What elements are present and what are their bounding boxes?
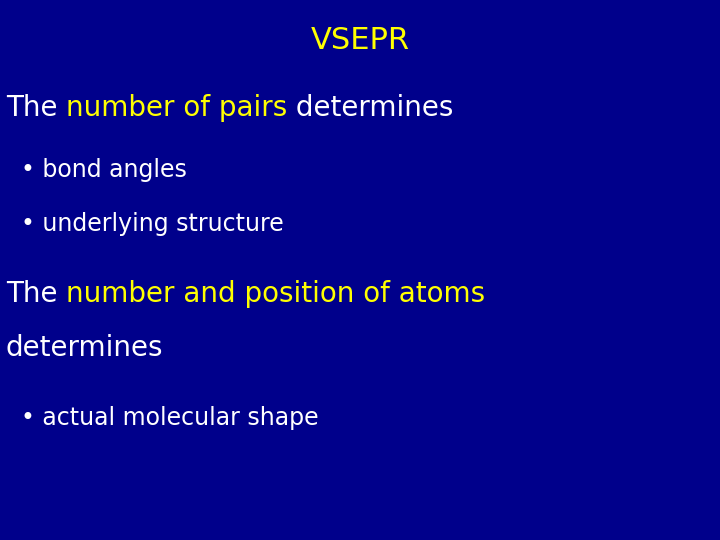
Text: determines: determines — [287, 94, 454, 122]
Text: determines: determines — [6, 334, 163, 362]
Text: The: The — [6, 280, 66, 308]
Text: • bond angles: • bond angles — [6, 158, 186, 182]
Text: number of pairs: number of pairs — [66, 94, 287, 122]
Text: • underlying structure: • underlying structure — [6, 212, 284, 236]
Text: The: The — [6, 94, 66, 122]
Text: VSEPR: VSEPR — [310, 26, 410, 55]
Text: number and position of atoms: number and position of atoms — [66, 280, 485, 308]
Text: • actual molecular shape: • actual molecular shape — [6, 407, 318, 430]
